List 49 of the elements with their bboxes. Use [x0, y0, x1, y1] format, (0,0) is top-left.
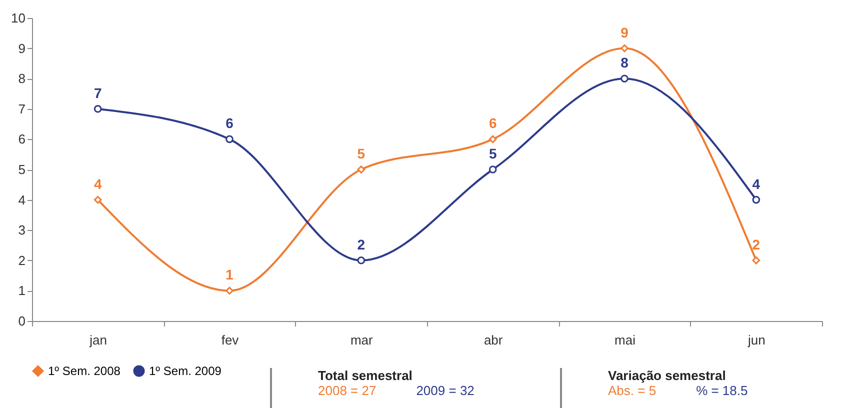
point	[752, 256, 760, 264]
x-tick-label: fev	[221, 332, 240, 348]
point	[488, 166, 497, 174]
x-tick-label: mar	[350, 332, 374, 348]
data-label: 8	[620, 54, 629, 71]
legend-label: 1º Sem. 2008	[48, 364, 121, 378]
y-tick-label: 5	[18, 162, 26, 177]
text: Total semestral	[318, 368, 414, 383]
point	[226, 135, 234, 144]
y-tick-label: 9	[18, 40, 26, 56]
point	[620, 44, 628, 52]
data-label: 5	[357, 146, 366, 162]
y-tick-label: 4	[18, 192, 26, 208]
text: Variação semestral	[608, 368, 727, 383]
data-label: 6	[488, 115, 497, 132]
data-label: 6	[226, 115, 234, 132]
y-tick-label: 10	[11, 10, 26, 26]
y-tick-label: 3	[18, 222, 26, 238]
data-label: 2	[752, 236, 760, 252]
point	[94, 196, 102, 204]
point	[620, 74, 628, 83]
x-tick-label: abr	[484, 332, 504, 348]
text: Abs. = 5	[608, 383, 656, 398]
point	[226, 286, 234, 295]
point	[752, 196, 760, 204]
y-tick-label: 8	[18, 71, 26, 86]
y-tick-label: 6	[18, 132, 26, 147]
y-tick-label: 0	[18, 314, 26, 328]
data-label: 7	[94, 84, 102, 101]
text: 2008 = 27	[318, 383, 376, 398]
data-label: 2	[357, 236, 366, 252]
point	[94, 104, 102, 113]
x-tick-label: mai	[614, 332, 636, 348]
y-tick-label: 1	[18, 283, 26, 298]
data-label: 9	[620, 24, 629, 40]
data-label: 5	[488, 146, 497, 162]
y-tick-label: 7	[18, 101, 26, 116]
text: % = 18.5	[696, 383, 748, 398]
data-label: 4	[94, 176, 102, 192]
point	[488, 135, 497, 144]
data-label: 1	[226, 266, 234, 283]
text: 2009 = 32	[416, 383, 474, 398]
y-tick-label: 2	[18, 252, 26, 268]
legend-label: 1º Sem. 2009	[149, 364, 222, 378]
data-label: 4	[752, 176, 760, 192]
x-tick-label: jun	[746, 332, 766, 348]
x-tick-label: jan	[88, 332, 108, 348]
point	[357, 166, 366, 174]
point	[357, 256, 366, 264]
